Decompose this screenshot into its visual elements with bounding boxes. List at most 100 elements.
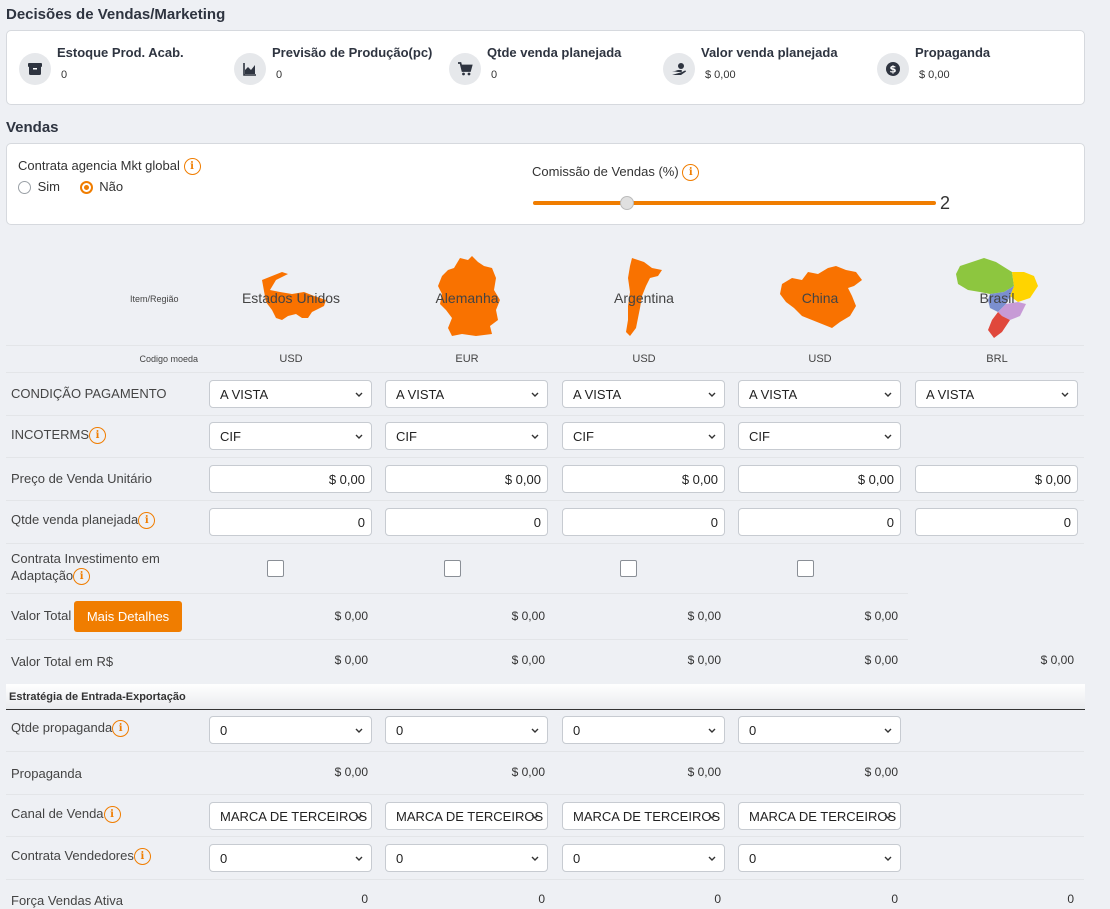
summary-planned-value-value: $ 0,00 xyxy=(705,69,736,81)
radio-nao-label: Não xyxy=(99,179,124,194)
planned-qty-info-icon[interactable]: i xyxy=(138,512,156,530)
adaptation-checkbox-china[interactable] xyxy=(797,560,814,577)
unit-price-input-china[interactable]: $ 0,00 xyxy=(738,465,901,493)
sales-channel-select-usa[interactable]: MARCA DE TERCEIROS xyxy=(209,802,372,830)
payment-condition-select-usa[interactable]: A VISTA xyxy=(209,380,372,408)
commission-slider-track[interactable] xyxy=(533,201,936,205)
global-agency-info-icon[interactable]: i xyxy=(183,158,201,176)
row-divider xyxy=(6,500,1084,501)
planned-qty-input-usa[interactable]: 0 xyxy=(209,508,372,536)
chevron-down-icon xyxy=(355,856,363,861)
total-value-usa: $ 0,00 xyxy=(334,609,368,623)
chevron-down-icon xyxy=(355,392,363,397)
hire-sellers-value: 0 xyxy=(749,851,757,866)
incoterms-select-usa[interactable]: CIF xyxy=(209,422,372,450)
unit-price-input-argentina[interactable]: $ 0,00 xyxy=(562,465,725,493)
payment-condition-value: A VISTA xyxy=(749,387,798,402)
more-details-button[interactable]: Mais Detalhes xyxy=(74,601,182,632)
planned-qty-input-brazil[interactable]: 0 xyxy=(915,508,1078,536)
hand-money-icon xyxy=(663,53,695,85)
row-divider xyxy=(6,593,908,594)
adaptation-checkbox-argentina[interactable] xyxy=(620,560,637,577)
advertising-usa: $ 0,00 xyxy=(334,765,368,779)
payment-condition-value: A VISTA xyxy=(220,387,269,402)
commission-slider-thumb[interactable] xyxy=(620,196,634,210)
incoterms-info-icon[interactable]: i xyxy=(89,427,106,445)
advertising-qty-select-argentina[interactable]: 0 xyxy=(562,716,725,744)
advertising-qty-info-icon[interactable]: i xyxy=(112,720,130,738)
hire-sellers-select-usa[interactable]: 0 xyxy=(209,844,372,872)
hire-sellers-select-germany[interactable]: 0 xyxy=(385,844,548,872)
incoterms-select-argentina[interactable]: CIF xyxy=(562,422,725,450)
advertising-qty-select-usa[interactable]: 0 xyxy=(209,716,372,744)
adaptation-info-icon[interactable]: i xyxy=(73,568,91,586)
sales-card: Contrata agencia Mkt global i Sim Não Co… xyxy=(6,143,1085,225)
sales-channel-value: MARCA DE TERCEIROS xyxy=(220,809,368,824)
advertising-qty-field: Qtde propaganda i xyxy=(11,720,130,738)
summary-stock-value: 0 xyxy=(61,69,68,81)
radio-nao[interactable] xyxy=(79,181,93,195)
payment-condition-label: CONDIÇÃO PAGAMENTO xyxy=(11,386,167,401)
hire-sellers-select-china[interactable]: 0 xyxy=(738,844,901,872)
cart-icon xyxy=(449,53,481,85)
commission-info-icon[interactable]: i xyxy=(682,164,700,182)
chevron-down-icon xyxy=(708,814,716,819)
country-usa: Estados Unidos xyxy=(241,290,341,306)
adaptation-label-line1: Contrata Investimento em xyxy=(11,551,160,566)
unit-price-input-germany[interactable]: $ 0,00 xyxy=(385,465,548,493)
summary-planned-qty-label: Qtde venda planejada xyxy=(487,45,622,60)
active-sales-force-brazil: 0 xyxy=(1067,892,1074,906)
chevron-down-icon xyxy=(531,392,539,397)
hire-sellers-select-argentina[interactable]: 0 xyxy=(562,844,725,872)
planned-qty-input-germany[interactable]: 0 xyxy=(385,508,548,536)
advertising-qty-select-germany[interactable]: 0 xyxy=(385,716,548,744)
payment-condition-select-argentina[interactable]: A VISTA xyxy=(562,380,725,408)
row-divider xyxy=(6,794,1084,795)
header-currency-code: Codigo moeda xyxy=(139,354,198,364)
chevron-down-icon xyxy=(884,434,892,439)
sales-channel-select-argentina[interactable]: MARCA DE TERCEIROS xyxy=(562,802,725,830)
radio-sim[interactable] xyxy=(18,181,31,195)
planned-qty-input-china[interactable]: 0 xyxy=(738,508,901,536)
incoterms-select-germany[interactable]: CIF xyxy=(385,422,548,450)
summary-planned-value-label: Valor venda planejada xyxy=(701,45,838,60)
payment-condition-select-germany[interactable]: A VISTA xyxy=(385,380,548,408)
incoterms-label: INCOTERMS xyxy=(11,427,89,442)
unit-price-input-brazil[interactable]: $ 0,00 xyxy=(915,465,1078,493)
adaptation-label-line2: Adaptação xyxy=(11,568,74,583)
advertising-argentina: $ 0,00 xyxy=(687,765,721,779)
advertising-qty-value: 0 xyxy=(396,723,404,738)
sales-channel-field: Canal de Venda i xyxy=(11,806,121,824)
hire-sellers-value: 0 xyxy=(220,851,228,866)
payment-condition-select-brazil[interactable]: A VISTA xyxy=(915,380,1078,408)
box-icon xyxy=(19,53,51,85)
total-value-brl-argentina: $ 0,00 xyxy=(687,653,721,667)
incoterms-value: CIF xyxy=(573,429,594,444)
total-value-brl-brazil: $ 0,00 xyxy=(1040,653,1074,667)
advertising-qty-select-china[interactable]: 0 xyxy=(738,716,901,744)
chevron-down-icon xyxy=(708,434,716,439)
total-value-china: $ 0,00 xyxy=(864,609,898,623)
currency-argentina: USD xyxy=(632,353,656,365)
sales-channel-select-china[interactable]: MARCA DE TERCEIROS xyxy=(738,802,901,830)
planned-qty-input-argentina[interactable]: 0 xyxy=(562,508,725,536)
dollar-coin-icon: $ xyxy=(877,53,909,85)
unit-price-input-usa[interactable]: $ 0,00 xyxy=(209,465,372,493)
commission-label: Comissão de Vendas (%) xyxy=(532,164,679,179)
sales-channel-select-germany[interactable]: MARCA DE TERCEIROS xyxy=(385,802,548,830)
adaptation-checkbox-usa[interactable] xyxy=(267,560,284,577)
advertising-china: $ 0,00 xyxy=(864,765,898,779)
advertising-qty-label: Qtde propaganda xyxy=(11,720,113,735)
radio-sim-label: Sim xyxy=(37,179,61,194)
summary-planned-qty-value: 0 xyxy=(491,69,498,81)
sales-channel-value: MARCA DE TERCEIROS xyxy=(396,809,544,824)
payment-condition-select-china[interactable]: A VISTA xyxy=(738,380,901,408)
hire-sellers-info-icon[interactable]: i xyxy=(133,848,151,866)
incoterms-select-china[interactable]: CIF xyxy=(738,422,901,450)
sales-channel-info-icon[interactable]: i xyxy=(103,806,121,824)
adaptation-checkbox-germany[interactable] xyxy=(444,560,461,577)
chevron-down-icon xyxy=(355,728,363,733)
chevron-down-icon xyxy=(884,856,892,861)
currency-brazil: BRL xyxy=(986,353,1008,365)
germany-map-icon xyxy=(438,256,500,336)
